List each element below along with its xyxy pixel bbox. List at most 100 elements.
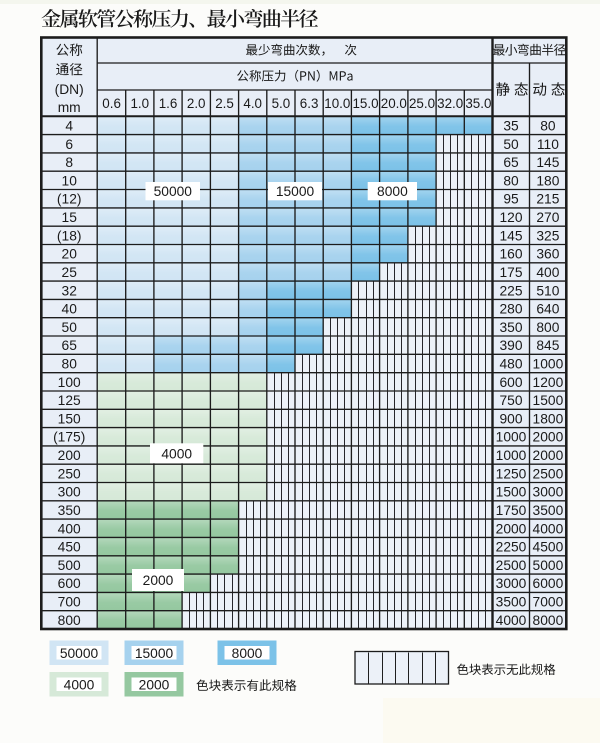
svg-text:35: 35	[503, 119, 519, 134]
svg-text:35.0: 35.0	[465, 96, 491, 111]
svg-text:4: 4	[65, 119, 73, 134]
svg-text:1750: 1750	[496, 503, 527, 518]
svg-text:3000: 3000	[533, 485, 564, 500]
svg-text:7000: 7000	[533, 595, 564, 610]
svg-text:700: 700	[58, 595, 81, 610]
svg-text:4000: 4000	[161, 446, 192, 461]
svg-text:2000: 2000	[533, 448, 564, 463]
svg-text:95: 95	[503, 192, 519, 207]
svg-text:1800: 1800	[533, 411, 564, 426]
svg-text:65: 65	[503, 155, 519, 170]
svg-text:2500: 2500	[496, 558, 527, 573]
svg-text:50: 50	[62, 320, 78, 335]
svg-text:400: 400	[58, 521, 81, 536]
svg-text:600: 600	[499, 375, 522, 390]
svg-text:2500: 2500	[533, 466, 564, 481]
svg-text:50000: 50000	[154, 184, 193, 199]
svg-text:1200: 1200	[533, 375, 564, 390]
svg-text:80: 80	[62, 357, 78, 372]
svg-text:(12): (12)	[57, 192, 82, 207]
svg-text:(18): (18)	[57, 228, 82, 243]
svg-text:10.0: 10.0	[324, 96, 350, 111]
svg-text:15.0: 15.0	[352, 96, 378, 111]
svg-text:900: 900	[499, 411, 522, 426]
svg-text:325: 325	[536, 228, 559, 243]
svg-text:80: 80	[540, 119, 556, 134]
svg-text:350: 350	[499, 320, 522, 335]
svg-text:mm: mm	[58, 100, 81, 115]
svg-text:50: 50	[503, 137, 519, 152]
svg-text:10: 10	[62, 173, 78, 188]
svg-text:15000: 15000	[276, 184, 315, 199]
svg-text:125: 125	[58, 393, 81, 408]
svg-text:350: 350	[58, 503, 81, 518]
svg-text:32.0: 32.0	[437, 96, 463, 111]
svg-text:120: 120	[499, 210, 522, 225]
svg-text:750: 750	[499, 393, 522, 408]
svg-text:175: 175	[499, 265, 522, 280]
svg-text:800: 800	[58, 613, 81, 628]
svg-text:20: 20	[62, 247, 78, 262]
svg-text:145: 145	[536, 155, 559, 170]
svg-text:6: 6	[65, 137, 73, 152]
svg-text:1000: 1000	[496, 448, 527, 463]
svg-text:(175): (175)	[53, 430, 85, 445]
svg-text:(DN): (DN)	[55, 82, 84, 97]
svg-text:5000: 5000	[533, 558, 564, 573]
svg-text:2000: 2000	[533, 430, 564, 445]
svg-text:510: 510	[536, 283, 559, 298]
svg-text:845: 845	[536, 338, 559, 353]
svg-text:640: 640	[536, 302, 559, 317]
svg-text:2.0: 2.0	[187, 96, 206, 111]
svg-text:2.5: 2.5	[215, 96, 234, 111]
svg-text:4500: 4500	[533, 540, 564, 555]
svg-text:1.0: 1.0	[130, 96, 149, 111]
svg-text:500: 500	[58, 558, 81, 573]
svg-text:4000: 4000	[533, 521, 564, 536]
svg-text:1250: 1250	[496, 466, 527, 481]
svg-text:3500: 3500	[496, 595, 527, 610]
svg-text:5.0: 5.0	[272, 96, 291, 111]
svg-text:150: 150	[58, 411, 81, 426]
svg-text:225: 225	[499, 283, 522, 298]
svg-text:4000: 4000	[64, 678, 95, 693]
svg-text:1500: 1500	[533, 393, 564, 408]
svg-text:145: 145	[499, 228, 522, 243]
svg-text:450: 450	[58, 540, 81, 555]
svg-text:6.3: 6.3	[300, 96, 319, 111]
svg-text:4000: 4000	[496, 613, 527, 628]
svg-text:300: 300	[58, 485, 81, 500]
svg-text:800: 800	[536, 320, 559, 335]
svg-text:4.0: 4.0	[243, 96, 262, 111]
svg-text:0.6: 0.6	[102, 96, 121, 111]
svg-text:390: 390	[499, 338, 522, 353]
svg-text:160: 160	[499, 247, 522, 262]
svg-text:180: 180	[536, 173, 559, 188]
svg-text:200: 200	[58, 448, 81, 463]
svg-text:1000: 1000	[496, 430, 527, 445]
svg-text:1.6: 1.6	[159, 96, 178, 111]
svg-text:8000: 8000	[533, 613, 564, 628]
svg-text:1500: 1500	[496, 485, 527, 500]
svg-text:2250: 2250	[496, 540, 527, 555]
svg-text:15: 15	[62, 210, 78, 225]
svg-text:8: 8	[65, 155, 73, 170]
svg-text:360: 360	[536, 247, 559, 262]
svg-text:25: 25	[62, 265, 78, 280]
svg-text:2000: 2000	[496, 521, 527, 536]
svg-text:2000: 2000	[143, 573, 174, 588]
svg-text:65: 65	[62, 338, 78, 353]
svg-text:270: 270	[536, 210, 559, 225]
svg-text:1000: 1000	[533, 357, 564, 372]
svg-text:3500: 3500	[533, 503, 564, 518]
svg-text:250: 250	[58, 466, 81, 481]
svg-text:8000: 8000	[377, 184, 408, 199]
svg-text:80: 80	[503, 173, 519, 188]
svg-text:2000: 2000	[139, 678, 170, 693]
svg-text:110: 110	[537, 137, 559, 152]
svg-text:480: 480	[499, 357, 522, 372]
svg-text:600: 600	[58, 576, 81, 591]
svg-text:15000: 15000	[135, 646, 174, 661]
svg-text:215: 215	[536, 192, 559, 207]
svg-text:20.0: 20.0	[381, 96, 407, 111]
